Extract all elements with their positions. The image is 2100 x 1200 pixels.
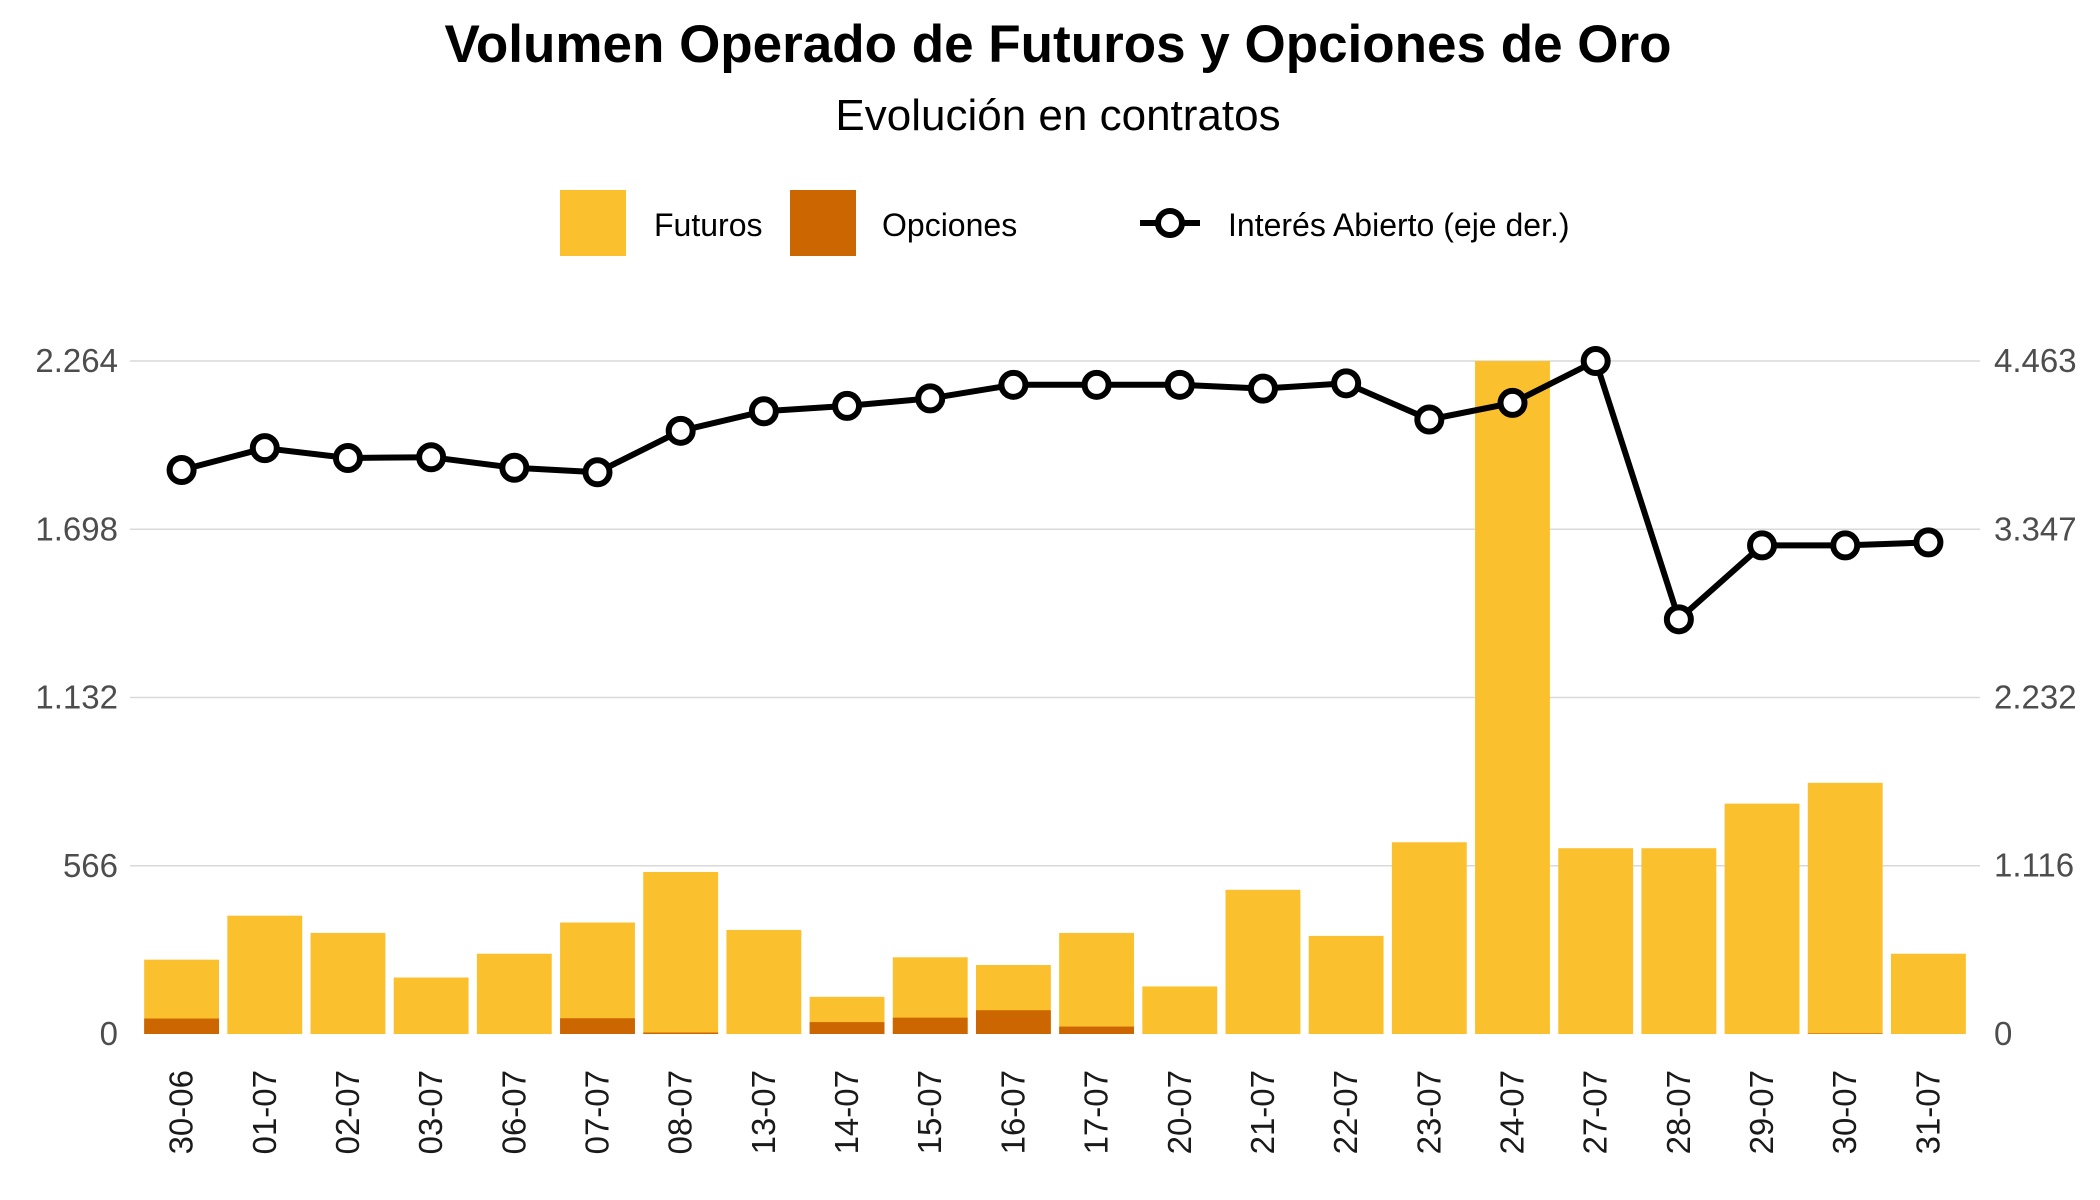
- x-tick-label: 29-07: [1743, 1070, 1780, 1154]
- bar-opciones: [144, 1018, 220, 1034]
- y-left-tick-label: 0: [100, 1015, 118, 1052]
- y-axis-right-ticks: 0 1.116 2.232 3.347 4.463: [1994, 342, 2077, 1052]
- x-tick-label: 20-07: [1161, 1070, 1198, 1154]
- bar-futuros: [1475, 361, 1550, 1034]
- line-point: [416, 442, 447, 473]
- legend-label-interes-abierto: Interés Abierto (eje der.): [1228, 207, 1570, 243]
- line-path: [180, 358, 1929, 623]
- legend-swatch-futuros: [560, 190, 626, 256]
- x-tick-label: 16-07: [994, 1070, 1031, 1154]
- bar-futuros: [1807, 782, 1883, 1034]
- line-point: [665, 415, 696, 446]
- y-axis-left-ticks: 0 566 1.132 1.698 2.264: [35, 342, 118, 1052]
- x-tick-label: 31-07: [1909, 1070, 1946, 1154]
- x-tick-label: 24-07: [1494, 1070, 1531, 1154]
- y-left-tick-label: 1.132: [35, 679, 118, 716]
- line-point: [1414, 404, 1445, 435]
- line-point: [166, 455, 197, 486]
- line-point: [1331, 368, 1362, 399]
- x-tick-label: 13-07: [745, 1070, 782, 1154]
- bar-futuros: [1724, 803, 1800, 1034]
- bar-futuros: [560, 922, 635, 1034]
- bar-opciones: [975, 1010, 1051, 1034]
- bar-futuros: [1059, 932, 1135, 1034]
- bar-futuros: [1225, 889, 1301, 1034]
- line-point: [1164, 369, 1195, 400]
- y-right-tick-label: 4.463: [1994, 342, 2077, 379]
- bar-futuros: [1558, 848, 1634, 1034]
- bar-futuros: [227, 915, 303, 1034]
- x-tick-label: 22-07: [1327, 1070, 1364, 1154]
- legend: Futuros Opciones Interés Abierto (eje de…: [560, 190, 1570, 256]
- bar-futuros: [1308, 935, 1384, 1034]
- bars-opciones: [144, 1010, 1883, 1034]
- line-point: [998, 369, 1029, 400]
- line-point: [1830, 530, 1861, 561]
- x-tick-label: 30-06: [163, 1070, 200, 1154]
- bar-opciones: [809, 1022, 885, 1034]
- chart-subtitle: Evolución en contratos: [835, 91, 1280, 140]
- bar-opciones: [1807, 1033, 1883, 1034]
- x-tick-label: 27-07: [1577, 1070, 1614, 1154]
- x-tick-label: 15-07: [911, 1070, 948, 1154]
- line-interes-abierto: [166, 346, 1944, 635]
- bar-opciones: [643, 1032, 719, 1034]
- line-point: [1247, 373, 1278, 404]
- y-left-tick-label: 2.264: [35, 342, 118, 379]
- legend-marker: [1155, 208, 1185, 238]
- x-tick-label: 21-07: [1244, 1070, 1281, 1154]
- x-tick-label: 02-07: [329, 1070, 366, 1154]
- x-tick-label: 01-07: [246, 1070, 283, 1154]
- bar-opciones: [892, 1017, 968, 1034]
- x-tick-label: 28-07: [1660, 1070, 1697, 1154]
- bar-futuros: [1641, 848, 1717, 1034]
- x-tick-label: 06-07: [495, 1070, 532, 1154]
- x-tick-label: 17-07: [1078, 1070, 1115, 1154]
- legend-line-marker-interes-abierto: [1140, 208, 1200, 238]
- x-tick-label: 30-07: [1826, 1070, 1863, 1154]
- line-point: [1663, 604, 1694, 635]
- x-tick-label: 14-07: [828, 1070, 865, 1154]
- bar-futuros: [393, 977, 469, 1034]
- bar-futuros: [1391, 842, 1467, 1034]
- legend-label-opciones: Opciones: [882, 207, 1017, 243]
- y-left-tick-label: 566: [63, 847, 118, 884]
- line-point: [832, 390, 863, 421]
- x-tick-label: 03-07: [412, 1070, 449, 1154]
- line-point: [1497, 387, 1528, 418]
- bar-futuros: [476, 953, 552, 1034]
- line-point: [582, 457, 613, 488]
- bar-futuros: [726, 929, 802, 1034]
- bar-futuros: [1142, 986, 1218, 1034]
- y-left-tick-label: 1.698: [35, 510, 118, 547]
- bar-futuros: [643, 871, 719, 1034]
- line-point: [1580, 346, 1611, 376]
- line-point: [1081, 369, 1112, 400]
- line-point: [499, 452, 530, 483]
- line-point: [915, 383, 946, 414]
- bars-futuros: [144, 361, 1966, 1034]
- bar-futuros: [1890, 953, 1966, 1034]
- line-point: [748, 396, 779, 427]
- chart-title: Volumen Operado de Futuros y Opciones de…: [444, 15, 1671, 74]
- x-tick-label: 08-07: [662, 1070, 699, 1154]
- x-axis-ticks: 30-06 01-07 02-07 03-07 06-07 07-07 08-07 13-07…: [163, 1070, 1947, 1154]
- line-point: [332, 442, 363, 473]
- y-right-tick-label: 2.232: [1994, 678, 2077, 715]
- line-point: [249, 433, 280, 464]
- line-point: [1913, 527, 1944, 558]
- legend-label-futuros: Futuros: [654, 207, 762, 243]
- x-tick-label: 23-07: [1410, 1070, 1447, 1154]
- bar-opciones: [1059, 1026, 1135, 1034]
- x-tick-label: 07-07: [579, 1070, 616, 1154]
- y-right-tick-label: 0: [1994, 1015, 2012, 1052]
- bar-futuros: [310, 932, 386, 1034]
- legend-swatch-opciones: [790, 190, 856, 256]
- y-right-tick-label: 3.347: [1994, 510, 2077, 547]
- line-point: [1747, 530, 1778, 561]
- y-right-tick-label: 1.116: [1994, 847, 2074, 884]
- bar-opciones: [560, 1018, 635, 1034]
